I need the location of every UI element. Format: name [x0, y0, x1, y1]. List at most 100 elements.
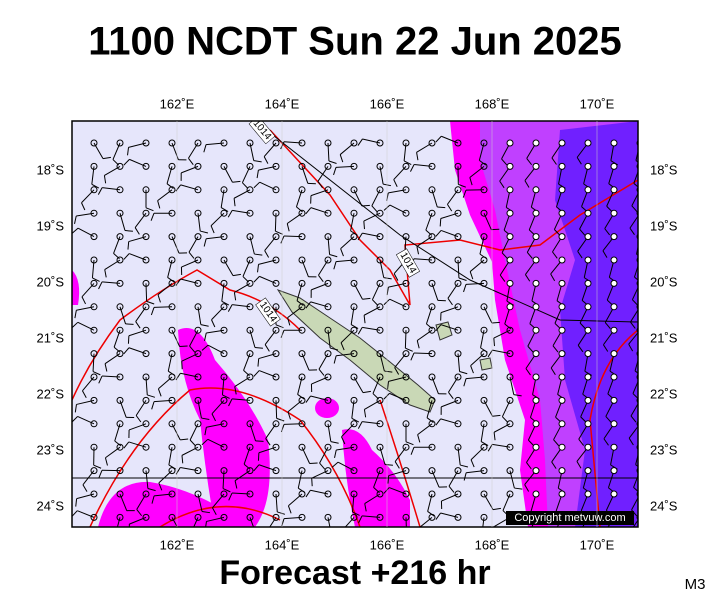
- barb-station: [194, 513, 202, 521]
- barb-flag: [211, 413, 217, 422]
- barb-station: [402, 233, 410, 241]
- barb-station: [428, 139, 436, 147]
- barb-flag: [204, 427, 207, 436]
- barb-flag: [276, 417, 285, 422]
- barb-station: [428, 513, 436, 521]
- barb-station: [480, 209, 488, 217]
- barb-station: [142, 396, 150, 404]
- barb-shaft: [631, 496, 638, 511]
- barb-flag: [340, 248, 344, 257]
- barb-flag: [203, 238, 207, 247]
- barb-station: [272, 443, 280, 451]
- barb-flag: [579, 228, 586, 236]
- barb-station: [168, 279, 176, 287]
- barb-station: [298, 186, 306, 194]
- precip-area: [315, 398, 339, 418]
- barb-flag: [104, 363, 108, 372]
- barb-station: [90, 443, 98, 451]
- barb-station: [350, 420, 358, 428]
- barb-station: [90, 420, 98, 428]
- lat-label: 24˚S: [37, 498, 65, 513]
- barb-flag: [234, 386, 237, 395]
- barb-station: [142, 303, 150, 311]
- barb-flag: [264, 250, 270, 258]
- lon-label: 162˚E: [160, 96, 195, 111]
- lat-label: 23˚S: [650, 442, 678, 457]
- barb-station: [298, 490, 306, 498]
- barb-station: [298, 139, 306, 147]
- barb-flag: [632, 299, 638, 306]
- barb-station: [116, 396, 124, 404]
- barb-station: [142, 256, 150, 264]
- barb-flag: [175, 372, 181, 381]
- barb-station: [428, 326, 436, 334]
- barb-station: [90, 326, 98, 334]
- barb-station: [350, 467, 358, 475]
- barb-flag: [426, 417, 434, 423]
- barb-station: [532, 326, 540, 334]
- barb-flag: [469, 271, 474, 280]
- barb-station: [350, 186, 358, 194]
- barb-station: [428, 209, 436, 217]
- barb-station: [402, 373, 410, 381]
- barb-flag: [74, 310, 77, 319]
- barb-station: [194, 233, 202, 241]
- barb-station: [532, 209, 540, 217]
- barb-station: [532, 490, 540, 498]
- barb-station: [506, 256, 514, 264]
- barb-flag: [201, 438, 209, 446]
- barb-station: [376, 420, 384, 428]
- barb-station: [350, 256, 358, 264]
- barb-flag: [151, 495, 155, 504]
- barb-flag: [352, 511, 360, 516]
- barb-station: [168, 467, 176, 475]
- barb-flag: [318, 274, 324, 282]
- barb-station: [116, 162, 124, 170]
- barb-station: [220, 490, 228, 498]
- barb-station: [324, 326, 332, 334]
- barb-flag: [136, 509, 143, 517]
- barb-flag: [113, 346, 121, 353]
- barb-station: [220, 209, 228, 217]
- barb-flag: [371, 205, 378, 213]
- barb-station: [506, 443, 514, 451]
- barb-flag: [630, 415, 637, 423]
- lon-label: 170˚E: [580, 537, 615, 552]
- barb-flag: [630, 532, 634, 539]
- new-caledonia: [276, 289, 436, 413]
- barb-station: [480, 396, 488, 404]
- barb-flag: [357, 327, 363, 335]
- barb-flag: [499, 180, 505, 189]
- barb-station: [428, 233, 436, 241]
- barb-station: [298, 396, 306, 404]
- barb-flag: [393, 179, 398, 187]
- barb-flag: [435, 230, 442, 237]
- barb-flag: [277, 511, 286, 515]
- barb-station: [272, 162, 280, 170]
- barb-flag: [134, 227, 140, 235]
- barb-station: [584, 373, 592, 381]
- barb-station: [168, 186, 176, 194]
- barb-flag: [264, 344, 270, 352]
- barb-station: [610, 490, 618, 498]
- barb-flag: [462, 189, 467, 198]
- barb-flag: [72, 227, 79, 234]
- barb-station: [116, 490, 124, 498]
- barb-flag: [479, 253, 487, 260]
- barb-station: [220, 233, 228, 241]
- barb-flag: [393, 273, 399, 281]
- barb-station: [402, 396, 410, 404]
- barb-station: [116, 350, 124, 358]
- barb-flag: [635, 160, 638, 163]
- barb-station: [610, 443, 618, 451]
- barb-station: [376, 303, 384, 311]
- barb-station: [298, 162, 306, 170]
- lat-label: 21˚S: [37, 330, 65, 345]
- barb-flag: [220, 207, 229, 213]
- barb-station: [532, 279, 540, 287]
- barb-flag: [502, 416, 509, 423]
- barb-station: [454, 350, 462, 358]
- barb-flag: [604, 322, 611, 330]
